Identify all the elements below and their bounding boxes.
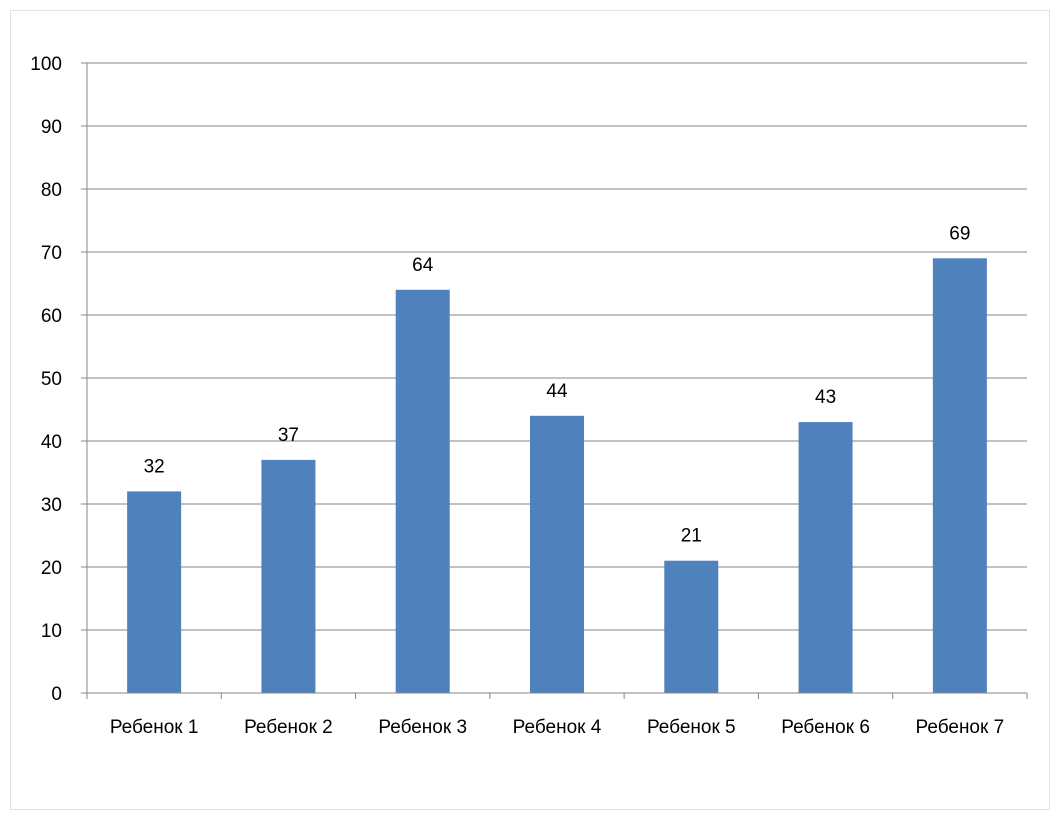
bar (261, 459, 316, 693)
y-tick-label: 70 (41, 243, 62, 264)
x-tick-label: Ребенок 5 (647, 717, 736, 738)
bar (932, 258, 987, 693)
y-tick-label: 40 (41, 432, 62, 453)
axes (81, 62, 1028, 699)
y-tick-label: 100 (30, 54, 62, 75)
bar (127, 491, 182, 693)
data-label: 69 (949, 223, 970, 244)
y-tick-label: 20 (41, 558, 62, 579)
data-label: 21 (681, 526, 702, 547)
gridlines (87, 62, 1027, 631)
y-tick-label: 30 (41, 495, 62, 516)
y-tick-label: 90 (41, 117, 62, 138)
data-label: 37 (278, 425, 299, 446)
data-label: 32 (144, 456, 165, 477)
data-label: 44 (546, 381, 568, 402)
x-tick-labels: Ребенок 1 Ребенок 2 Ребенок 3 Ребенок 4 Ребе… (110, 717, 1004, 738)
x-tick-label: Ребенок 3 (378, 717, 467, 738)
y-tick-label: 60 (41, 306, 62, 327)
bars (127, 258, 987, 693)
x-tick-label: Ребенок 2 (244, 717, 333, 738)
y-tick-labels: 0 10 20 30 40 50 60 70 80 90 100 (30, 54, 62, 705)
data-label: 64 (412, 255, 434, 276)
x-tick-label: Ребенок 4 (513, 717, 602, 738)
y-tick-label: 10 (41, 621, 62, 642)
bar (798, 422, 853, 693)
bar (664, 560, 719, 693)
x-tick-label: Ребенок 6 (781, 717, 870, 738)
data-label: 43 (815, 387, 836, 408)
data-labels: 32 37 64 44 21 43 69 (144, 223, 971, 546)
x-tick-label: Ребенок 1 (110, 717, 199, 738)
bar (395, 289, 450, 693)
y-tick-label: 50 (41, 369, 62, 390)
bar (530, 415, 584, 693)
x-tick-label: Ребенок 7 (916, 717, 1005, 738)
y-tick-label: 80 (41, 180, 62, 201)
y-tick-label: 0 (51, 684, 62, 705)
